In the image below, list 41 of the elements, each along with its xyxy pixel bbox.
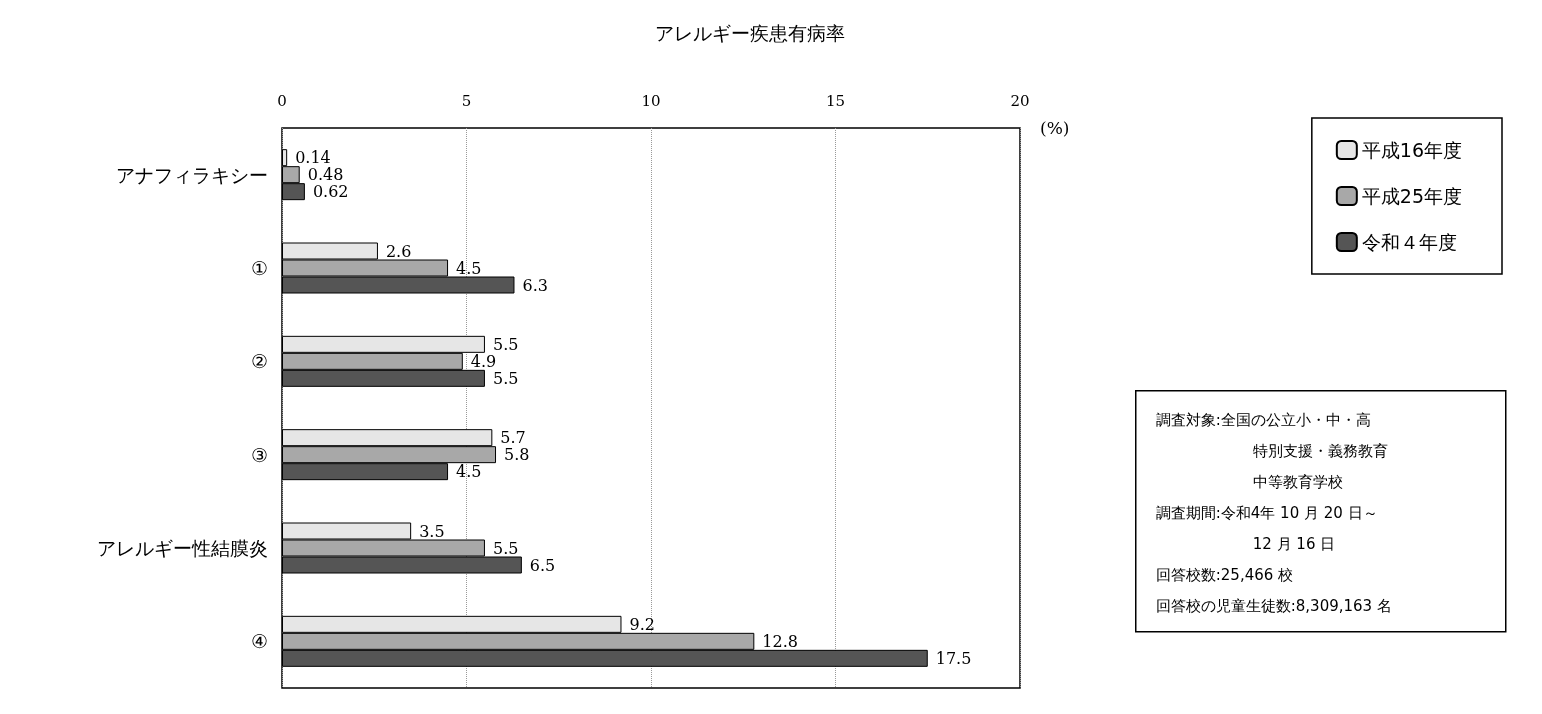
text: 12 月 16 日 bbox=[1252, 535, 1336, 554]
data-label: 5.7 bbox=[500, 428, 526, 448]
x-axis-title: (%) bbox=[1040, 118, 1070, 138]
chart-title: アレルギー疾患有病率 bbox=[655, 21, 845, 44]
x-tick-label: 20 bbox=[1010, 91, 1030, 110]
data-label: 4.5 bbox=[456, 258, 482, 278]
text: 中等教育学校 bbox=[1252, 473, 1343, 492]
data-label: 0.14 bbox=[295, 148, 331, 168]
data-label: 5.5 bbox=[492, 368, 519, 388]
data-label: 9.2 bbox=[629, 614, 655, 634]
legend-label: 平成16年度 bbox=[1361, 139, 1463, 161]
data-label: 6.3 bbox=[522, 275, 548, 295]
y-tick-label: ③ bbox=[251, 443, 268, 466]
x-tick-label: 0 bbox=[277, 91, 287, 110]
x-tick-label: 15 bbox=[825, 91, 846, 110]
x-tick-label: 5 bbox=[461, 91, 472, 110]
data-label: 6.5 bbox=[529, 555, 556, 575]
data-label: 17.5 bbox=[935, 648, 972, 668]
text: 回答校数:25,466 校 bbox=[1155, 566, 1294, 585]
y-tick-label: アナフィラキシー bbox=[116, 163, 268, 186]
data-label: 5.5 bbox=[492, 538, 519, 558]
y-tick-label: ② bbox=[251, 350, 268, 373]
data-label: 0.62 bbox=[312, 182, 349, 202]
data-label: 3.5 bbox=[419, 521, 445, 541]
data-label: 5.8 bbox=[504, 445, 530, 465]
y-tick-label: ④ bbox=[251, 630, 268, 653]
text: 調査期間:令和4年 10 月 20 日～ bbox=[1155, 504, 1378, 523]
data-label: 0.48 bbox=[307, 165, 344, 185]
data-label: 2.6 bbox=[385, 241, 412, 261]
legend-label: 令和４年度 bbox=[1361, 231, 1457, 253]
text: 回答校の児童生徒数:8,309,163 名 bbox=[1155, 597, 1392, 616]
data-label: 5.5 bbox=[492, 334, 519, 354]
data-label: 12.8 bbox=[762, 631, 798, 651]
data-label: 4.9 bbox=[470, 351, 497, 371]
text: 特別支援・義務教育 bbox=[1252, 442, 1388, 461]
y-tick-label: ① bbox=[251, 257, 268, 279]
y-tick-label: アレルギー性結膜炎 bbox=[97, 537, 268, 559]
text: 調査対象:全国の公立小・中・高 bbox=[1155, 411, 1371, 430]
data-label: 4.5 bbox=[456, 462, 482, 482]
legend-label: 平成25年度 bbox=[1361, 185, 1463, 207]
x-tick-label: 10 bbox=[641, 91, 661, 110]
